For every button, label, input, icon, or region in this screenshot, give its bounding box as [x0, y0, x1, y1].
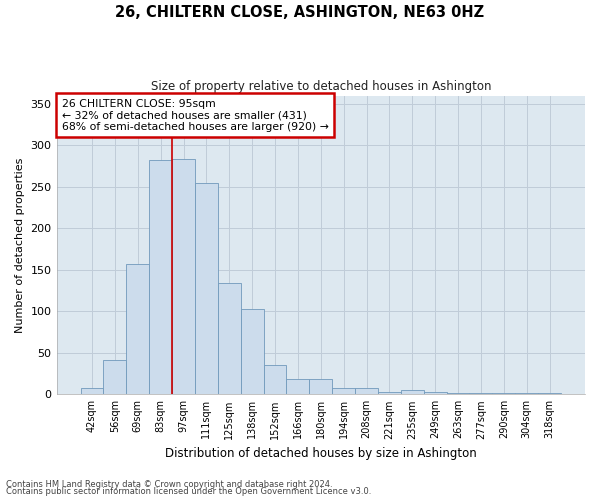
X-axis label: Distribution of detached houses by size in Ashington: Distribution of detached houses by size … [165, 447, 476, 460]
Bar [172, 160, 195, 394]
Bar [446, 392, 469, 394]
Text: 26 CHILTERN CLOSE: 95sqm
← 32% of detached houses are smaller (431)
68% of semi-: 26 CHILTERN CLOSE: 95sqm ← 32% of detach… [62, 98, 329, 132]
Bar [310, 380, 332, 394]
Bar [401, 390, 424, 394]
Bar [538, 392, 561, 394]
Text: Contains HM Land Registry data © Crown copyright and database right 2024.: Contains HM Land Registry data © Crown c… [6, 480, 332, 489]
Bar [80, 388, 103, 394]
Bar [355, 388, 378, 394]
Y-axis label: Number of detached properties: Number of detached properties [15, 157, 25, 332]
Bar [378, 392, 401, 394]
Bar [469, 392, 493, 394]
Text: Contains public sector information licensed under the Open Government Licence v3: Contains public sector information licen… [6, 488, 371, 496]
Bar [103, 360, 127, 394]
Bar [286, 378, 310, 394]
Title: Size of property relative to detached houses in Ashington: Size of property relative to detached ho… [151, 80, 491, 93]
Bar [218, 283, 241, 395]
Bar [424, 392, 446, 394]
Bar [127, 264, 149, 394]
Bar [195, 182, 218, 394]
Bar [332, 388, 355, 394]
Bar [149, 160, 172, 394]
Text: 26, CHILTERN CLOSE, ASHINGTON, NE63 0HZ: 26, CHILTERN CLOSE, ASHINGTON, NE63 0HZ [115, 5, 485, 20]
Bar [241, 309, 263, 394]
Bar [263, 366, 286, 394]
